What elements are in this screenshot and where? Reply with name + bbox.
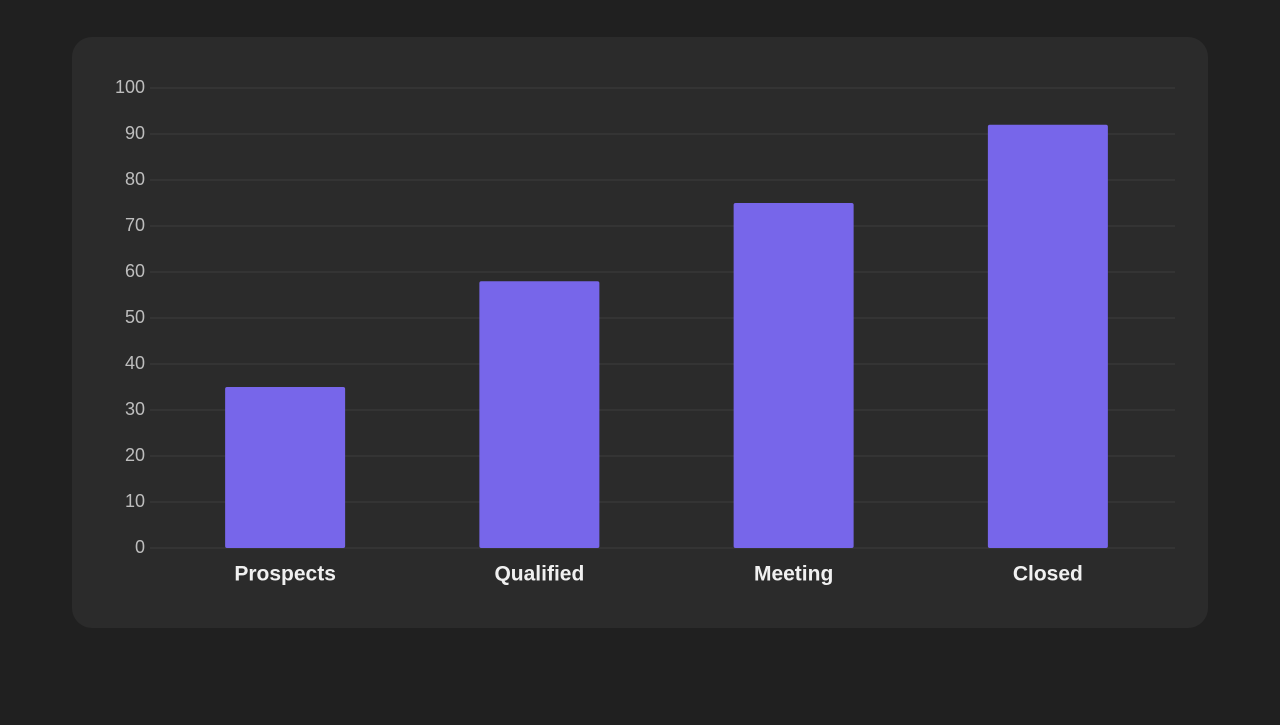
bar [987,124,1108,549]
x-tick-label: Closed [1013,563,1083,586]
y-tick-label: 0 [135,537,145,557]
y-tick-label: 40 [125,353,145,373]
x-tick-label: Qualified [494,563,584,586]
bar [733,203,854,548]
card [72,37,1208,628]
bar [479,281,600,548]
y-tick-label: 10 [125,491,145,511]
y-tick-label: 60 [125,261,145,281]
x-tick-label: Meeting [754,563,833,586]
y-tick-label: 90 [125,123,145,143]
y-tick-label: 50 [125,307,145,327]
bar [225,387,346,548]
y-tick-label: 30 [125,399,145,419]
y-tick-label: 70 [125,215,145,235]
x-tick-label: Prospects [234,563,336,586]
y-tick-label: 100 [115,77,145,97]
y-tick-label: 80 [125,169,145,189]
y-tick-label: 20 [125,445,145,465]
